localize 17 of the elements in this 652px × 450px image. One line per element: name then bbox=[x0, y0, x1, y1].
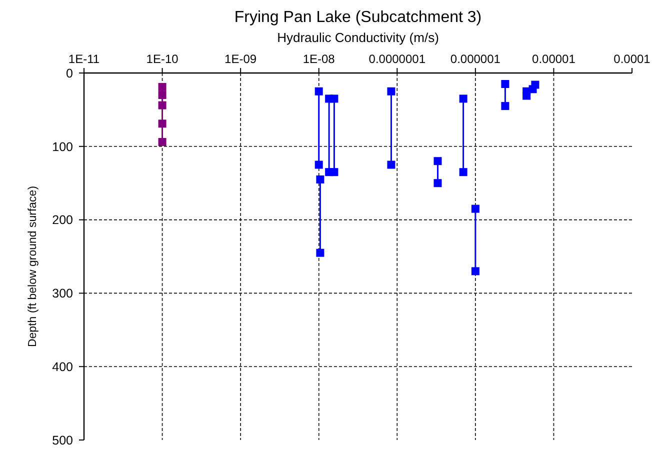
y-tick-label: 400 bbox=[52, 360, 74, 374]
x-tick-label: 0.0001 bbox=[614, 52, 651, 66]
x-tick-label: 1E-11 bbox=[68, 52, 100, 66]
y-tick-label: 300 bbox=[52, 286, 74, 301]
y-tick-label: 500 bbox=[52, 433, 74, 448]
x-tick-label: 0.00001 bbox=[532, 52, 576, 66]
y-tick-label: 100 bbox=[52, 140, 74, 154]
x-tick-label: 1E-08 bbox=[302, 52, 336, 66]
x-axis-title: Hydraulic Conductivity (m/s) bbox=[277, 30, 439, 45]
x-tick-label: 1E-09 bbox=[224, 52, 257, 66]
y-tick-label: 0 bbox=[66, 66, 74, 80]
x-tick-label: 0.000001 bbox=[450, 52, 501, 66]
x-tick-label: 1E-10 bbox=[146, 52, 179, 66]
chart-title: Frying Pan Lake (Subcatchment 3) bbox=[234, 9, 482, 26]
y-tick-label: 200 bbox=[52, 213, 74, 228]
y-axis-title: Depth (ft below ground surface) bbox=[27, 186, 39, 348]
x-tick-label: 0.0000001 bbox=[368, 52, 426, 66]
